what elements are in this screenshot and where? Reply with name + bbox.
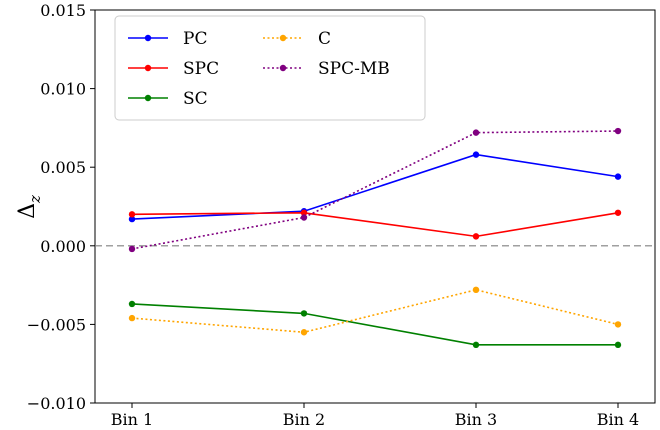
legend-box: [114, 15, 426, 121]
y-tick-label: 0.005: [40, 158, 86, 177]
series-line-c: [131, 288, 619, 334]
legend-item-sc: SC: [128, 89, 208, 109]
legend-item-spc-mb: SPC-MB: [263, 59, 390, 79]
y-tick-label: −0.010: [27, 394, 86, 413]
x-tick-label: Bin 4: [597, 410, 639, 429]
legend: PC SPC SC C SPC-MB: [114, 15, 426, 121]
legend-marker-spc-mb: [279, 64, 287, 72]
data-point-pc: [614, 173, 622, 180]
data-point-sc: [614, 341, 622, 349]
data-point-c: [128, 314, 136, 322]
data-point-c: [472, 286, 480, 294]
legend-label-sc: SC: [183, 89, 208, 109]
plot-frame: [94, 9, 656, 404]
y-tick-label: 0.015: [40, 1, 86, 20]
legend-item-pc: PC: [128, 29, 207, 49]
y-tick-label: −0.005: [27, 315, 86, 334]
data-point-spc: [472, 233, 480, 240]
data-point-c: [614, 321, 622, 328]
x-tick-label: Bin 3: [455, 410, 497, 429]
legend-label-pc: PC: [183, 29, 207, 49]
series-line-spc: [131, 211, 619, 238]
data-point-spc-mb: [472, 129, 480, 136]
x-tick-label: Bin 1: [111, 410, 153, 429]
data-point-spc: [614, 209, 622, 216]
legend-item-spc: SPC: [128, 59, 219, 79]
series-line-spc-mb: [131, 130, 619, 250]
y-tick-label: 0.010: [40, 80, 86, 99]
legend-label-spc: SPC: [183, 59, 219, 79]
legend-marker-spc: [144, 64, 152, 72]
data-point-spc-mb: [614, 127, 622, 135]
data-point-sc: [128, 300, 136, 308]
legend-marker-pc: [144, 34, 152, 42]
series-line-sc: [131, 303, 618, 346]
legend-marker-sc: [144, 94, 152, 102]
legend-item-c: C: [263, 29, 331, 49]
y-axis-label-subscript: z: [26, 195, 44, 204]
series-group: [128, 127, 622, 349]
series-spc: [128, 209, 622, 240]
data-point-spc: [128, 211, 136, 218]
y-axis-label: Δz: [15, 195, 44, 219]
x-tick-label: Bin 2: [283, 410, 325, 429]
data-point-pc: [472, 151, 480, 158]
legend-marker-c: [279, 34, 287, 42]
data-point-sc: [300, 310, 308, 317]
series-pc: [128, 151, 622, 223]
y-axis-label-base: Δ: [15, 203, 40, 219]
y-axis-ticks: −0.010 −0.005 0.000 0.005 0.010 0.015: [27, 1, 95, 413]
series-line-pc: [131, 153, 619, 220]
data-point-spc-mb: [128, 245, 136, 253]
legend-label-c: C: [318, 29, 331, 49]
x-axis-ticks: Bin 1 Bin 2 Bin 3 Bin 4: [111, 403, 639, 429]
data-point-spc: [300, 209, 308, 216]
series-sc: [128, 300, 622, 349]
y-tick-label: 0.000: [40, 237, 86, 256]
data-point-sc: [472, 341, 480, 349]
data-point-spc-mb: [300, 214, 308, 221]
legend-label-spc-mb: SPC-MB: [318, 59, 390, 79]
data-point-c: [300, 329, 308, 336]
data-point-pc: [128, 215, 136, 223]
series-c: [128, 286, 622, 336]
series-spc-mb: [128, 127, 622, 253]
